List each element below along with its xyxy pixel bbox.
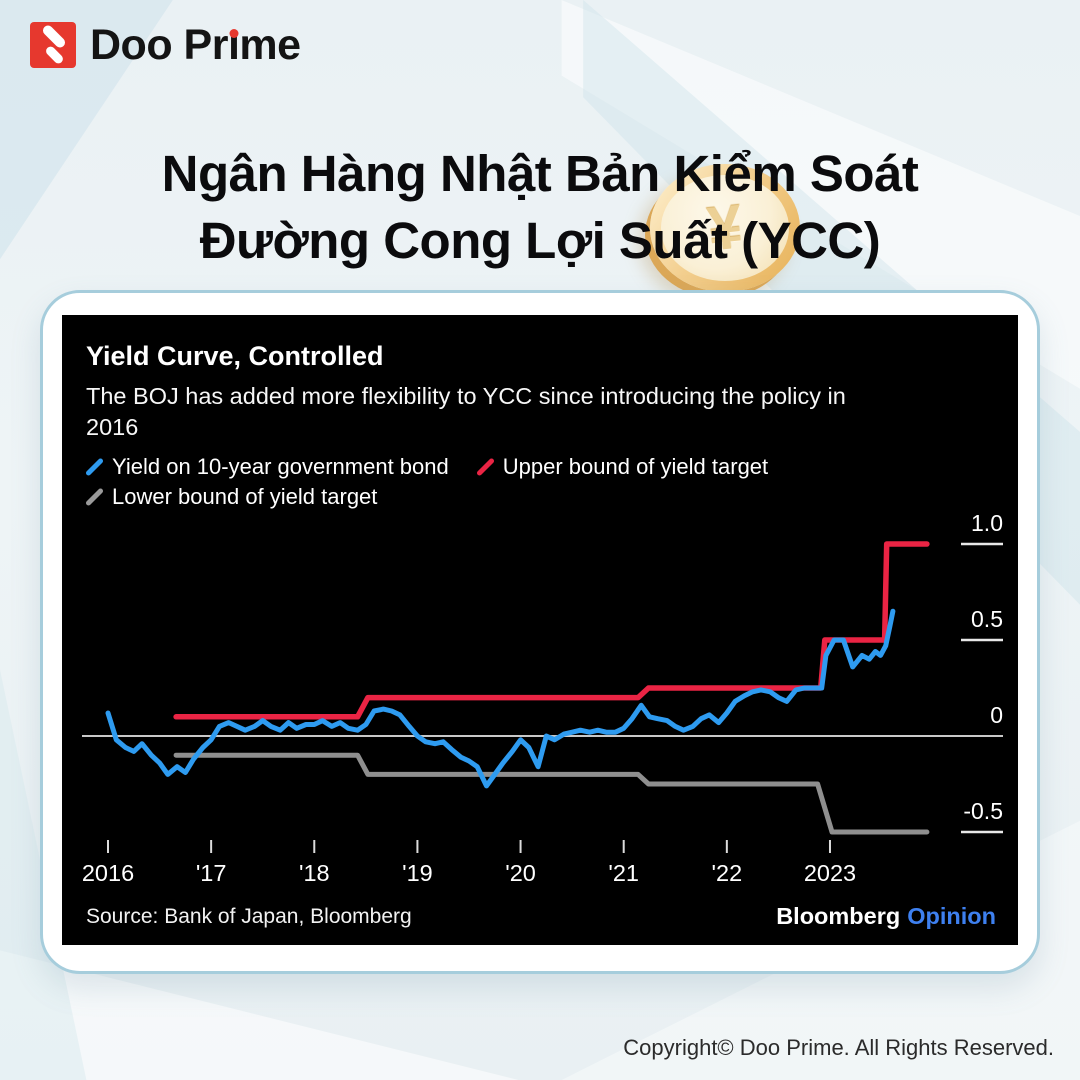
svg-text:1.0: 1.0 [971,510,1003,536]
bloomberg-chart-panel: Yield Curve, Controlled The BOJ has adde… [62,315,1018,945]
legend-row: Lower bound of yield target [84,484,768,510]
copyright-notice: Copyright© Doo Prime. All Rights Reserve… [623,1035,1054,1060]
chart-source: Source: Bank of Japan, Bloomberg [86,905,412,928]
bloomberg-opinion-logo: Bloomberg Opinion [776,903,996,930]
page-title-line1: Ngân Hàng Nhật Bản Kiểm Soát [161,145,919,203]
chart-card: Yield Curve, Controlled The BOJ has adde… [40,290,1040,974]
legend-label: Upper bound of yield target [502,454,769,479]
legend-item-yield: Yield on 10-year government bond [84,454,449,480]
legend-item-upper-bound: Upper bound of yield target [475,454,768,480]
legend-item-lower-bound: Lower bound of yield target [84,484,377,510]
chart-subtitle-line2: 2016 [86,414,139,440]
svg-text:2016: 2016 [82,860,134,886]
svg-text:'21: '21 [608,860,639,886]
chart-title: Yield Curve, Controlled [86,341,384,371]
plot-svg: 1.0 0.5 0 -0.5 2016 '17 '18 '19 '20 '21 '22 2023 [82,510,1003,886]
logo-i-dot [229,29,239,38]
legend-label: Yield on 10-year government bond [112,454,449,479]
logo-slash-icon [44,44,65,66]
svg-text:-0.5: -0.5 [963,798,1003,824]
doo-prime-logo: Doo Prı me [30,22,301,68]
svg-text:'19: '19 [402,860,433,886]
svg-text:'18: '18 [299,860,330,886]
svg-text:'20: '20 [505,860,536,886]
logo-slash-icon [40,23,68,50]
svg-text:2023: 2023 [804,860,856,886]
doo-prime-wordmark: Doo Prı me [90,21,301,69]
svg-text:'17: '17 [196,860,227,886]
page-title-line2: Đường Cong Lợi Suất (YCC) [199,212,881,270]
legend-label: Lower bound of yield target [112,484,378,509]
bloomberg-wordmark: Bloomberg [776,903,901,929]
legend-row: Yield on 10-year government bond Upper b… [84,454,768,480]
svg-text:'22: '22 [712,860,743,886]
svg-text:0.5: 0.5 [971,606,1003,632]
opinion-wordmark: Opinion [907,903,996,929]
chart-legend: Yield on 10-year government bond Upper b… [84,454,768,510]
svg-text:0: 0 [990,702,1003,728]
page-title: Ngân Hàng Nhật Bản Kiểm Soát Đường Cong … [0,140,1080,274]
doo-prime-logo-icon [30,22,76,68]
